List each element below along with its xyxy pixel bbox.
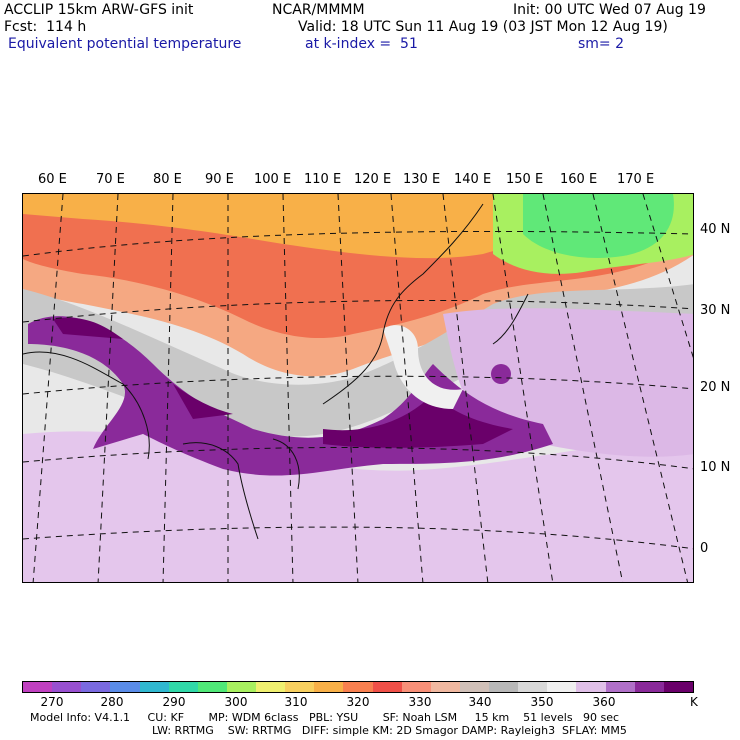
forecast-hour: Fcst: 114 h (4, 19, 87, 35)
colorbar-tick: 340 (468, 695, 492, 709)
colorbar-tick: 280 (100, 695, 124, 709)
lon-label: 70 E (96, 172, 125, 187)
lon-label: 120 E (354, 172, 392, 187)
colorbar-tick: 270 (40, 695, 64, 709)
lon-label: 170 E (617, 172, 655, 187)
lat-label: 40 N (700, 222, 731, 237)
lon-label: 130 E (403, 172, 441, 187)
colorbar-swatch (285, 682, 315, 692)
deep-purple-core (53, 317, 513, 448)
colorbar-swatch (81, 682, 111, 692)
lon-label: 160 E (560, 172, 598, 187)
typhoon-center (491, 364, 511, 384)
light-purple-region (23, 431, 693, 582)
model-title: ACCLIP 15km ARW-GFS init (4, 2, 194, 18)
valid-time: Valid: 18 UTC Sun 11 Aug 19 (03 JST Mon … (298, 19, 668, 35)
colorbar-swatch (605, 682, 635, 692)
map-plot (23, 194, 693, 582)
colorbar-swatch (401, 682, 431, 692)
field-name: Equivalent potential temperature (8, 36, 242, 52)
colorbar-tick: 320 (346, 695, 370, 709)
colorbar-tick: 310 (284, 695, 308, 709)
colorbar-swatch (226, 682, 256, 692)
colorbar-swatch (168, 682, 198, 692)
colorbar-swatch (576, 682, 606, 692)
colorbar (22, 681, 694, 693)
colorbar-swatch (110, 682, 140, 692)
colorbar-swatch (23, 682, 53, 692)
colorbar-tick: 330 (408, 695, 432, 709)
lon-label: 150 E (506, 172, 544, 187)
lon-label: 100 E (254, 172, 292, 187)
init-time: Init: 00 UTC Wed 07 Aug 19 (513, 2, 706, 18)
coastline (23, 203, 529, 540)
colorbar-swatch (314, 682, 344, 692)
lon-label: 90 E (205, 172, 234, 187)
colorbar-tick: 350 (530, 695, 554, 709)
lat-label: 20 N (700, 380, 731, 395)
colorbar-swatch (634, 682, 664, 692)
typhoon-swirl (383, 325, 463, 409)
lon-label: 60 E (38, 172, 67, 187)
colorbar-tick: 290 (162, 695, 186, 709)
map-panel (22, 193, 694, 583)
lat-label: 10 N (700, 460, 731, 475)
smoothing-label: sm= 2 (578, 36, 625, 52)
colorbar-swatch (139, 682, 169, 692)
lat-label: 0 (700, 541, 709, 556)
colorbar-swatch (52, 682, 82, 692)
colorbar-swatch (459, 682, 489, 692)
level-label: at k-index = 51 (305, 36, 418, 52)
colorbar-swatch (518, 682, 548, 692)
colorbar-unit: K (690, 695, 698, 709)
colorbar-tick: 300 (224, 695, 248, 709)
colorbar-swatch (343, 682, 373, 692)
green-core (523, 194, 674, 258)
org-label: NCAR/MMMM (272, 2, 365, 18)
colorbar-tick: 360 (592, 695, 616, 709)
colorbar-swatch (256, 682, 286, 692)
graticule (23, 194, 693, 582)
colorbar-swatch (489, 682, 519, 692)
model-info-line2: LW: RRTMG SW: RRTMG DIFF: simple KM: 2D … (152, 724, 627, 737)
colorbar-swatch (547, 682, 577, 692)
lat-label: 30 N (700, 303, 731, 318)
colorbar-swatch (372, 682, 402, 692)
colorbar-swatch (430, 682, 460, 692)
lon-label: 110 E (304, 172, 342, 187)
colorbar-swatch (663, 682, 693, 692)
colorbar-swatch (197, 682, 227, 692)
model-info-line1: Model Info: V4.1.1 CU: KF MP: WDM 6class… (30, 711, 620, 724)
lon-label: 80 E (153, 172, 182, 187)
lon-label: 140 E (454, 172, 492, 187)
